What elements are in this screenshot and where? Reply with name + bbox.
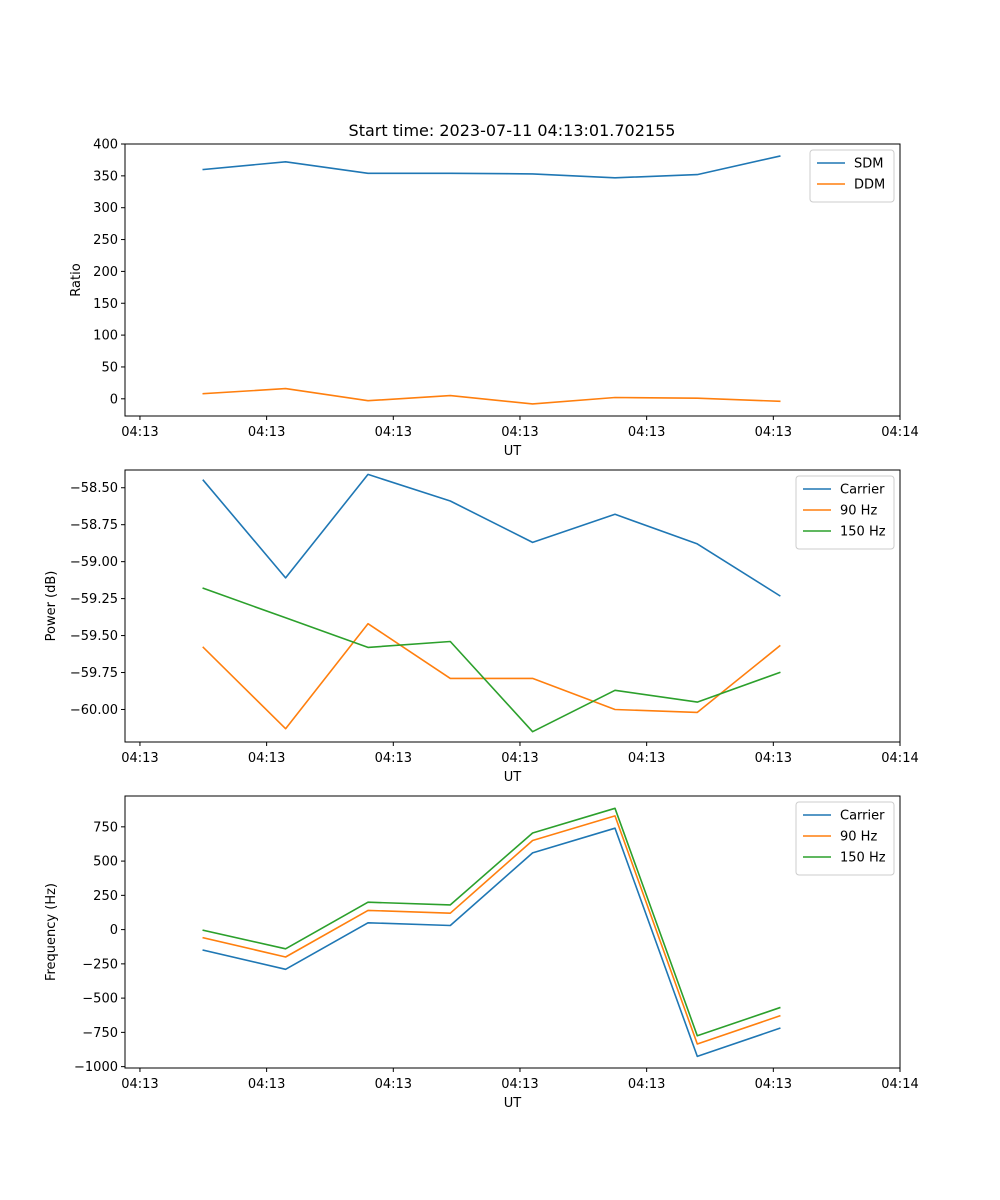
y-tick-label: 150 xyxy=(93,297,118,312)
y-tick-label: −59.00 xyxy=(70,555,118,570)
x-tick-label: 04:13 xyxy=(628,425,665,440)
series-line-carrier xyxy=(202,827,781,1058)
series-line-sdm xyxy=(202,155,781,179)
y-tick-label: 250 xyxy=(93,233,118,248)
legend: Carrier 90 Hz 150 Hz xyxy=(795,475,895,550)
x-tick-label: 04:13 xyxy=(375,1077,412,1092)
series-line-90-hz xyxy=(202,815,781,1045)
y-tick-label: 250 xyxy=(93,889,118,904)
chart-panel-3: 04:13 04:13 04:13 04:13 04:13 04:13 04:14 −1000… xyxy=(44,795,919,1111)
x-tick-label: 04:13 xyxy=(628,751,665,766)
y-tick-label: −500 xyxy=(82,992,118,1007)
x-tick-label: 04:13 xyxy=(248,425,285,440)
series-line-150-hz xyxy=(202,587,781,733)
legend-label: 150 Hz xyxy=(840,851,886,866)
y-tick-label: −750 xyxy=(82,1026,118,1041)
y-tick-label: −58.75 xyxy=(70,518,118,533)
axes-frame xyxy=(124,469,901,743)
x-tick-label: 04:13 xyxy=(755,1077,792,1092)
y-tick-label: −60.00 xyxy=(70,703,118,718)
y-tick-label: −59.25 xyxy=(70,592,118,607)
series-line-carrier xyxy=(202,473,781,597)
series-line-90-hz xyxy=(202,622,781,730)
x-tick-label: 04:13 xyxy=(248,751,285,766)
y-tick-label: 750 xyxy=(93,820,118,835)
y-tick-label: −59.50 xyxy=(70,629,118,644)
y-tick-label: 400 xyxy=(93,138,118,153)
x-tick-label: 04:14 xyxy=(881,1077,918,1092)
x-tick-label: 04:13 xyxy=(121,751,158,766)
y-tick-label: 350 xyxy=(93,169,118,184)
y-tick-label: 100 xyxy=(93,329,118,344)
y-tick-label: −58.50 xyxy=(70,481,118,496)
legend-label: Carrier xyxy=(840,483,885,498)
x-tick-label: 04:13 xyxy=(248,1077,285,1092)
x-axis-label: UT xyxy=(504,770,522,785)
y-tick-label: −250 xyxy=(82,957,118,972)
legend-label: 90 Hz xyxy=(840,830,877,845)
legend-label: SDM xyxy=(854,157,883,172)
y-tick-label: 200 xyxy=(93,265,118,280)
axes-frame xyxy=(124,143,901,417)
x-tick-label: 04:13 xyxy=(375,751,412,766)
x-tick-label: 04:13 xyxy=(375,425,412,440)
x-tick-label: 04:14 xyxy=(881,751,918,766)
chart-panel-2: 04:13 04:13 04:13 04:13 04:13 04:13 04:14 −60.0… xyxy=(44,469,919,785)
y-tick-label: −1000 xyxy=(74,1060,118,1075)
y-tick-label: −59.75 xyxy=(70,666,118,681)
y-tick-label: 300 xyxy=(93,201,118,216)
y-tick-label: 0 xyxy=(110,392,118,407)
legend-label: 150 Hz xyxy=(840,525,886,540)
axes-frame xyxy=(124,795,901,1069)
x-tick-label: 04:14 xyxy=(881,425,918,440)
legend: Carrier 90 Hz 150 Hz xyxy=(795,801,895,876)
y-axis-label: Frequency (Hz) xyxy=(44,883,59,981)
legend-label: Carrier xyxy=(840,809,885,824)
y-tick-label: 0 xyxy=(110,923,118,938)
x-axis-label: UT xyxy=(504,444,522,459)
x-tick-label: 04:13 xyxy=(755,751,792,766)
legend: SDM DDM xyxy=(809,149,895,203)
legend-label: DDM xyxy=(854,178,885,193)
x-tick-label: 04:13 xyxy=(501,425,538,440)
x-tick-label: 04:13 xyxy=(121,1077,158,1092)
chart-title: Start time: 2023-07-11 04:13:01.702155 xyxy=(349,121,676,140)
y-axis-label: Power (dB) xyxy=(44,571,59,642)
y-tick-label: 500 xyxy=(93,855,118,870)
x-tick-label: 04:13 xyxy=(755,425,792,440)
x-tick-label: 04:13 xyxy=(121,425,158,440)
series-line-ddm xyxy=(202,387,781,405)
y-tick-label: 50 xyxy=(101,360,118,375)
x-tick-label: 04:13 xyxy=(628,1077,665,1092)
x-tick-label: 04:13 xyxy=(501,1077,538,1092)
x-tick-label: 04:13 xyxy=(501,751,538,766)
legend-label: 90 Hz xyxy=(840,504,877,519)
chart-panel-1: 04:13 04:13 04:13 04:13 04:13 04:13 04:14 0 50 10… xyxy=(69,138,919,460)
series-line-150-hz xyxy=(202,807,781,1037)
x-axis-label: UT xyxy=(504,1096,522,1111)
y-axis-label: Ratio xyxy=(69,263,84,296)
